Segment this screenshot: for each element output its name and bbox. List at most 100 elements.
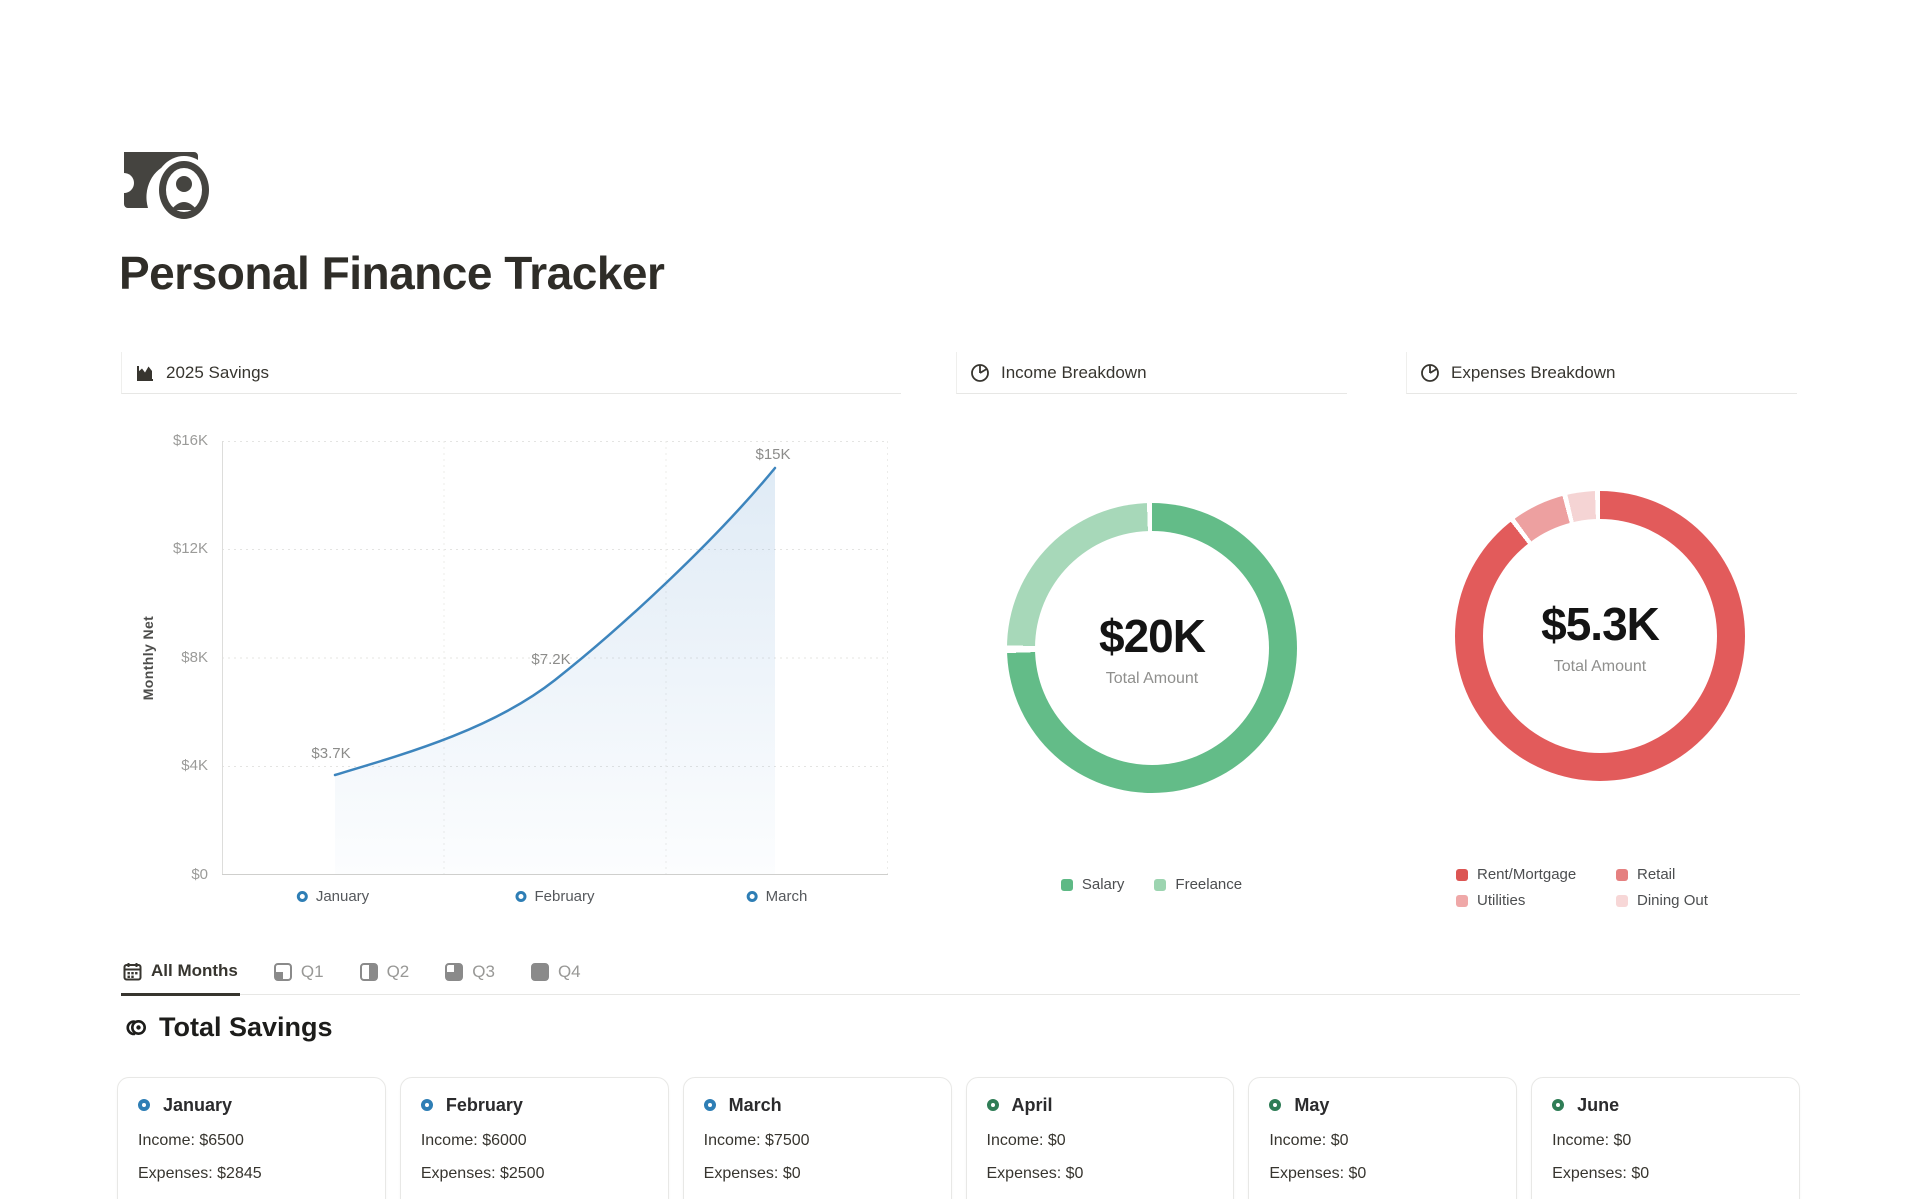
card-title-row: April xyxy=(986,1092,1214,1118)
legend-item-salary: Salary xyxy=(1060,876,1124,893)
money-portrait-icon xyxy=(114,138,222,231)
expenses-donut-chart: $5.3K Total Amount xyxy=(1455,491,1745,781)
legend-item-freelance: Freelance xyxy=(1154,876,1242,893)
month-dot-icon xyxy=(986,1099,999,1111)
x-label-january: January xyxy=(296,888,370,905)
card-may[interactable]: May Income: $0 Expenses: $0 Net: $0 xyxy=(1248,1077,1518,1199)
pie-chart-icon xyxy=(1420,363,1440,383)
quarter-3-icon xyxy=(445,962,464,981)
month-dot-icon xyxy=(703,1099,716,1111)
tab-q3[interactable]: Q3 xyxy=(443,953,497,994)
card-expenses: Expenses: $0 xyxy=(1552,1165,1650,1182)
coins-icon xyxy=(121,1015,148,1040)
card-march[interactable]: March Income: $7500 Expenses: $0 Net: $7… xyxy=(682,1077,952,1199)
tab-all-months[interactable]: All Months xyxy=(121,953,240,996)
card-expenses: Expenses: $0 xyxy=(703,1165,801,1182)
page-title[interactable]: Personal Finance Tracker xyxy=(119,247,665,299)
income-section-header: Income Breakdown xyxy=(956,352,1347,394)
tab-q1[interactable]: Q1 xyxy=(272,953,326,994)
card-expenses: Expenses: $2845 xyxy=(138,1165,262,1182)
legend-item-rent: Rent/Mortgage xyxy=(1456,866,1616,883)
month-marker-icon xyxy=(746,891,758,902)
quarter-1-icon xyxy=(273,962,292,981)
y-axis-title: Monthly Net xyxy=(140,615,156,701)
calendar-icon xyxy=(123,962,142,981)
quarter-2-icon xyxy=(359,962,378,981)
total-savings-title: Total Savings xyxy=(159,1012,333,1042)
x-label-text: March xyxy=(765,888,808,905)
savings-line-chart xyxy=(222,441,888,875)
retail-swatch-icon xyxy=(1616,868,1628,881)
expenses-section-title: Expenses Breakdown xyxy=(1451,362,1616,382)
point-label: $7.2K xyxy=(531,651,571,668)
card-february[interactable]: February Income: $6000 Expenses: $2500 N… xyxy=(399,1077,669,1199)
tab-q4[interactable]: Q4 xyxy=(529,953,583,994)
income-donut-center: $20K Total Amount xyxy=(1035,531,1269,765)
x-label-text: February xyxy=(534,888,595,905)
tab-label: Q1 xyxy=(300,961,324,981)
card-month: March xyxy=(728,1094,782,1115)
card-title-row: January xyxy=(138,1092,365,1118)
tab-label: Q4 xyxy=(557,961,581,981)
y-tick: $12K xyxy=(172,540,208,557)
legend-item-retail: Retail xyxy=(1616,866,1776,883)
tab-label: All Months xyxy=(151,961,238,980)
income-donut-chart: $20K Total Amount xyxy=(1007,503,1297,793)
month-dot-icon xyxy=(1552,1099,1565,1111)
legend-label: Utilities xyxy=(1477,892,1526,909)
legend-label: Rent/Mortgage xyxy=(1477,866,1577,883)
expenses-legend: Rent/Mortgage Retail Utilities Dining Ou… xyxy=(1456,866,1776,909)
card-month: May xyxy=(1294,1094,1330,1115)
legend-label: Dining Out xyxy=(1637,892,1708,909)
card-june[interactable]: June Income: $0 Expenses: $0 Net: $0 xyxy=(1531,1077,1800,1199)
card-income: Income: $7500 xyxy=(703,1132,810,1149)
quarter-4-icon xyxy=(530,962,549,981)
month-dot-icon xyxy=(420,1099,433,1111)
x-label-march: March xyxy=(746,888,808,905)
card-january[interactable]: January Income: $6500 Expenses: $2845 Ne… xyxy=(117,1077,386,1199)
total-savings-heading: Total Savings xyxy=(121,1012,333,1043)
dining-swatch-icon xyxy=(1616,894,1628,907)
card-month: February xyxy=(445,1094,523,1115)
card-income: Income: $6000 xyxy=(420,1132,527,1149)
legend-item-dining: Dining Out xyxy=(1616,892,1776,909)
freelance-swatch-icon xyxy=(1154,878,1167,891)
expenses-donut-center: $5.3K Total Amount xyxy=(1483,519,1717,753)
y-tick: $16K xyxy=(172,432,208,449)
month-dot-icon xyxy=(138,1099,150,1111)
legend-item-utilities: Utilities xyxy=(1456,892,1616,909)
tab-q2[interactable]: Q2 xyxy=(358,953,412,994)
x-label-february: February xyxy=(515,888,595,905)
tab-label: Q3 xyxy=(472,961,495,981)
card-april[interactable]: April Income: $0 Expenses: $0 Net: $0 xyxy=(965,1077,1235,1199)
savings-section-header: 2025 Savings xyxy=(121,352,901,394)
income-section-title: Income Breakdown xyxy=(1001,362,1147,382)
pie-chart-icon xyxy=(970,363,990,383)
y-tick: $8K xyxy=(181,649,208,666)
expenses-section-header: Expenses Breakdown xyxy=(1406,352,1797,394)
legend-label: Retail xyxy=(1637,866,1676,883)
quarter-tabs: All Months Q1 Q2 Q3 Q4 xyxy=(121,953,1800,996)
card-income: Income: $0 xyxy=(1552,1132,1632,1149)
month-marker-icon xyxy=(515,891,527,902)
month-marker-icon xyxy=(296,891,308,902)
card-title-row: May xyxy=(1269,1092,1496,1118)
income-total-label: Total Amount xyxy=(1105,669,1199,687)
card-title-row: June xyxy=(1552,1092,1779,1118)
income-total: $20K xyxy=(1099,609,1206,662)
card-month: January xyxy=(163,1094,233,1115)
y-tick: $0 xyxy=(191,866,208,883)
month-cards-grid: January Income: $6500 Expenses: $2845 Ne… xyxy=(117,1077,1800,1199)
x-label-text: January xyxy=(315,888,370,905)
card-expenses: Expenses: $0 xyxy=(1269,1165,1367,1182)
expenses-total: $5.3K xyxy=(1541,597,1660,650)
card-title-row: March xyxy=(703,1092,931,1118)
card-month: April xyxy=(1011,1094,1053,1115)
card-income: Income: $6500 xyxy=(138,1132,244,1149)
month-dot-icon xyxy=(1269,1099,1282,1111)
card-month: June xyxy=(1577,1094,1620,1115)
expenses-total-label: Total Amount xyxy=(1553,657,1647,675)
tab-label: Q2 xyxy=(386,961,410,981)
utilities-swatch-icon xyxy=(1456,894,1468,907)
